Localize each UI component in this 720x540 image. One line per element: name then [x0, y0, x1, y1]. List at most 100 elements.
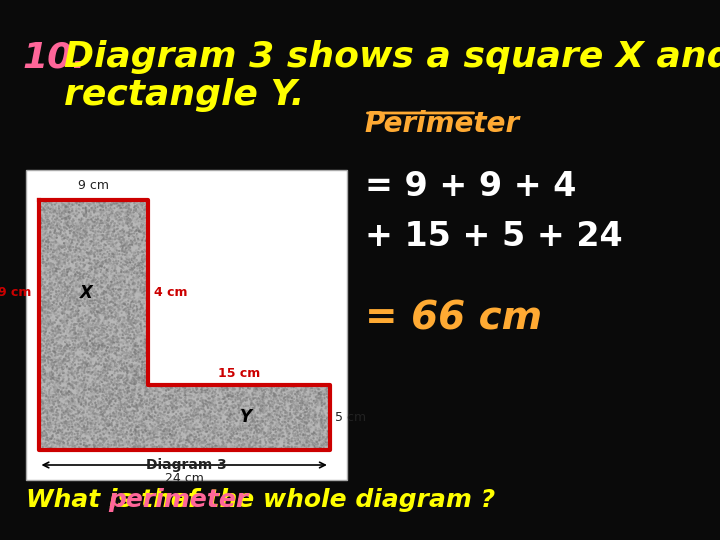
Point: [119, 273, 130, 281]
Point: [82, 323, 94, 332]
Point: [103, 400, 114, 408]
Point: [106, 219, 117, 227]
Point: [246, 407, 257, 416]
Point: [179, 428, 191, 436]
Point: [62, 371, 73, 380]
Point: [125, 320, 136, 329]
Point: [167, 418, 179, 427]
Point: [218, 418, 230, 427]
Point: [49, 227, 60, 235]
Point: [127, 415, 138, 423]
Point: [122, 259, 133, 267]
Point: [179, 400, 190, 408]
Point: [185, 402, 197, 410]
Point: [35, 293, 47, 301]
Point: [55, 430, 66, 438]
Point: [114, 261, 125, 270]
Point: [310, 432, 321, 441]
Point: [94, 208, 106, 217]
Point: [70, 247, 81, 256]
Point: [62, 408, 73, 417]
Point: [174, 381, 185, 390]
Point: [323, 429, 334, 437]
Point: [112, 389, 124, 398]
Point: [103, 390, 114, 399]
Point: [253, 389, 265, 397]
Point: [204, 427, 215, 436]
Point: [288, 406, 300, 415]
Point: [170, 416, 181, 425]
Point: [92, 247, 104, 256]
Point: [240, 416, 251, 424]
Point: [204, 416, 216, 424]
Point: [37, 357, 49, 366]
Point: [165, 383, 176, 392]
Point: [86, 204, 97, 213]
Point: [158, 402, 170, 411]
Point: [59, 402, 71, 411]
Point: [81, 341, 92, 350]
Point: [79, 260, 91, 269]
Point: [130, 333, 142, 342]
Point: [143, 380, 154, 388]
Point: [79, 434, 91, 442]
Point: [80, 314, 91, 323]
Point: [125, 244, 136, 252]
Point: [300, 397, 312, 406]
Point: [35, 414, 46, 422]
Point: [37, 408, 48, 416]
Point: [100, 257, 112, 266]
Point: [106, 285, 117, 293]
Point: [59, 360, 71, 368]
Point: [129, 263, 140, 272]
Point: [55, 368, 66, 377]
Point: [140, 445, 152, 454]
Point: [89, 348, 100, 357]
Point: [66, 223, 77, 232]
Point: [101, 202, 112, 211]
Point: [186, 446, 198, 454]
Point: [269, 423, 280, 432]
Point: [282, 428, 293, 436]
Point: [135, 298, 146, 306]
Point: [323, 421, 334, 430]
Point: [162, 419, 174, 428]
Point: [35, 282, 47, 291]
Point: [244, 427, 256, 435]
Point: [130, 400, 142, 409]
Point: [207, 438, 218, 447]
Point: [136, 415, 148, 423]
Point: [193, 410, 204, 418]
Point: [49, 391, 60, 400]
Point: [71, 282, 83, 291]
Point: [86, 420, 98, 428]
Point: [124, 219, 135, 227]
Point: [228, 393, 239, 401]
Point: [265, 396, 276, 405]
Point: [142, 289, 153, 298]
Point: [77, 381, 89, 389]
Point: [315, 419, 327, 428]
Point: [124, 225, 135, 234]
Point: [38, 408, 50, 417]
Point: [168, 414, 180, 423]
Point: [68, 396, 79, 404]
Point: [41, 223, 53, 232]
Point: [36, 213, 48, 222]
Point: [85, 357, 96, 366]
Point: [164, 393, 176, 402]
Point: [207, 412, 219, 421]
Point: [52, 420, 63, 429]
Point: [48, 326, 60, 335]
Point: [70, 444, 81, 453]
Point: [237, 389, 248, 398]
Point: [76, 219, 88, 227]
Point: [257, 394, 269, 402]
Point: [107, 433, 119, 442]
Point: [99, 406, 111, 414]
Point: [78, 222, 89, 231]
Point: [61, 284, 73, 292]
Point: [100, 212, 112, 220]
Point: [113, 247, 125, 255]
Point: [294, 423, 305, 432]
